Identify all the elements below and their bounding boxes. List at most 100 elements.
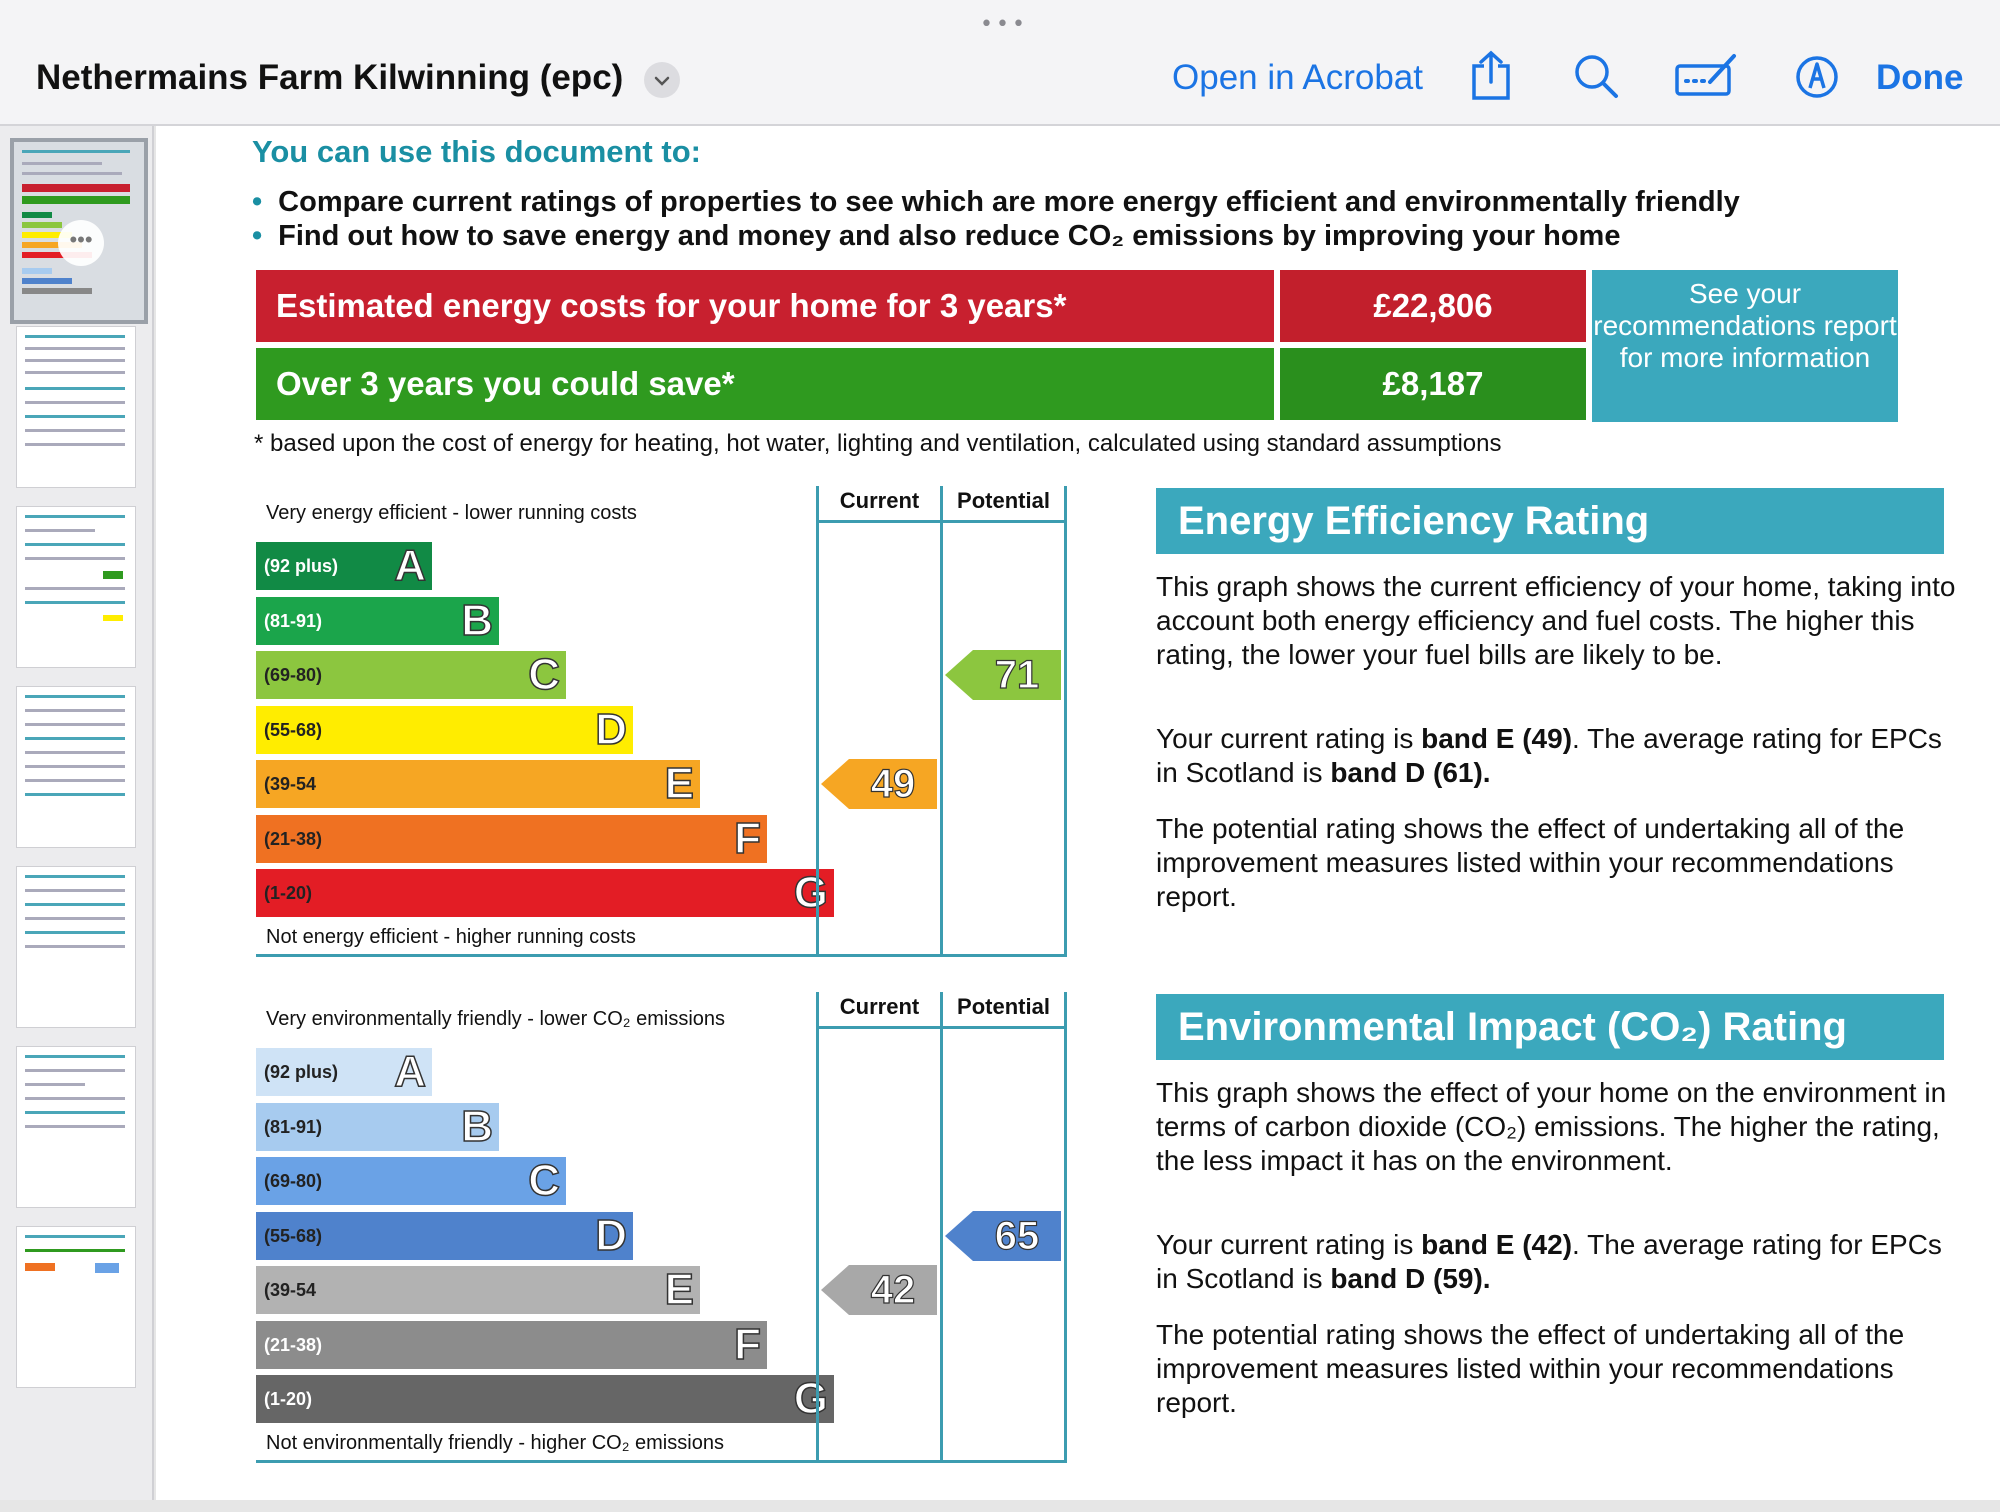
usage-title: You can use this document to: [252, 134, 701, 169]
thumbnail-page-4[interactable] [16, 686, 136, 848]
see-recommendations-box: See your recommendations report for more… [1592, 270, 1898, 422]
environmental-impact-text-2: Your current rating is band E (42). The … [1156, 1229, 1942, 1294]
rating-band-f: (21-38) F [256, 1319, 767, 1370]
band-range-label: (81-91) [264, 610, 323, 631]
done-button[interactable]: Done [1876, 58, 1964, 97]
band-range-label: (69-80) [264, 665, 323, 685]
chevron-down-icon [654, 76, 670, 86]
band-range-label: (39-54 [264, 774, 317, 794]
estimated-costs-label: Estimated energy costs for your home for… [256, 270, 1274, 342]
chart-divider-left [816, 486, 819, 954]
chart-bottom-label: Not energy efficient - higher running co… [266, 925, 636, 948]
chart-divider-middle [940, 992, 943, 1460]
band-range-label: (69-80) [264, 1171, 323, 1191]
rating-value: 42 [870, 1267, 916, 1312]
costs-footnote: * based upon the cost of energy for heat… [254, 430, 1502, 457]
band-range-label: (81-91) [264, 1116, 323, 1137]
energy-efficiency-text-3: The potential rating shows the effect of… [1156, 813, 1905, 912]
rating-value: 71 [994, 652, 1040, 697]
rating-band-d: (55-68) D [256, 704, 633, 755]
thumbnail-page-2[interactable] [16, 326, 136, 488]
rating-band-a: (92 plus) A [256, 1046, 432, 1097]
environmental-impact-heading: Environmental Impact (CO₂) Rating [1156, 994, 1944, 1060]
band-letter: G [793, 1373, 829, 1424]
band-letter: G [793, 867, 829, 918]
chart-divider-right [1064, 486, 1067, 954]
markup-pen-icon [1796, 56, 1838, 98]
title-menu-button[interactable] [644, 62, 680, 98]
estimated-costs-value: £22,806 [1280, 270, 1586, 342]
band-letter: C [527, 1155, 560, 1206]
document-title[interactable]: Nethermains Farm Kilwinning (epc) [36, 58, 624, 97]
band-range-label: (55-68) [264, 719, 323, 740]
band-letter: A [393, 540, 426, 591]
chart-top-label: Very energy efficient - lower running co… [266, 502, 637, 524]
chart-header-rule [816, 520, 1067, 523]
usage-bullet: • Find out how to save energy and money a… [252, 220, 1621, 252]
band-range-label: (92 plus) [264, 1062, 339, 1082]
potential-rating-arrow: 65 [945, 1210, 1061, 1261]
band-letter: F [733, 813, 761, 864]
search-button[interactable] [1572, 50, 1620, 105]
more-options-icon[interactable]: ••• [58, 220, 104, 266]
band-letter: E [664, 1264, 695, 1315]
environmental-impact-text-3: The potential rating shows the effect of… [1156, 1319, 1905, 1418]
chart-divider-left [816, 992, 819, 1460]
thumbnail-page-3[interactable] [16, 506, 136, 668]
rating-value: 49 [870, 761, 916, 806]
band-range-label: (1-20) [264, 1389, 313, 1409]
environmental-impact-text-1: This graph shows the effect of your home… [1156, 1077, 1947, 1176]
rating-value: 65 [994, 1213, 1040, 1258]
band-letter: E [664, 758, 695, 809]
band-letter: A [393, 1046, 426, 1097]
chart-divider-right [1064, 992, 1067, 1460]
rating-band-a: (92 plus) A [256, 540, 432, 591]
energy-efficiency-text-1: This graph shows the current efficiency … [1156, 571, 1956, 670]
chart-top-label: Very environmentally friendly - lower CO… [266, 1008, 726, 1030]
rating-band-b: (81-91) B [256, 595, 499, 646]
current-rating-arrow: 49 [821, 759, 937, 809]
rating-band-c: (69-80) C [256, 649, 566, 700]
column-header-current: Current [839, 994, 920, 1019]
thumbnail-page-1[interactable]: ••• [10, 138, 148, 324]
energy-efficiency-chart: Very energy efficient - lower running co… [256, 486, 1096, 1086]
environmental-impact-chart: Very environmentally friendly - lower CO… [256, 992, 1096, 1512]
band-range-label: (39-54 [264, 1280, 317, 1300]
rating-band-d: (55-68) D [256, 1210, 633, 1260]
band-range-label: (21-38) [264, 1334, 323, 1355]
band-letter: F [733, 1319, 761, 1370]
markup-button[interactable] [1794, 50, 1840, 105]
rating-band-c: (69-80) C [256, 1155, 566, 1206]
potential-rating-arrow: 71 [945, 650, 1061, 700]
chart-divider-middle [940, 486, 943, 954]
search-icon [1575, 55, 1618, 98]
band-letter: C [527, 649, 560, 700]
savings-label: Over 3 years you could save* [256, 348, 1274, 420]
toolbar: ••• Nethermains Farm Kilwinning (epc) Op… [0, 0, 2000, 126]
column-header-current: Current [839, 488, 920, 513]
column-header-potential: Potential [957, 994, 1050, 1019]
open-in-acrobat-button[interactable]: Open in Acrobat [1172, 58, 1423, 97]
page-thumbnails: ••• [0, 126, 154, 1500]
rating-band-b: (81-91) B [256, 1101, 499, 1152]
column-header-potential: Potential [957, 488, 1050, 513]
current-rating-arrow: 42 [821, 1265, 937, 1315]
rating-band-g: (1-20) G [256, 867, 834, 918]
thumbnail-page-5[interactable] [16, 866, 136, 1028]
chart-bottom-rule [256, 1459, 1067, 1463]
thumbnail-page-7[interactable] [16, 1226, 136, 1388]
band-letter: B [460, 1101, 493, 1152]
band-range-label: (21-38) [264, 828, 323, 849]
band-letter: D [594, 704, 627, 755]
document-page: You can use this document to: • Compare c… [156, 126, 2000, 1500]
chart-bottom-label: Not environmentally friendly - higher CO… [266, 1431, 724, 1454]
window-grabber[interactable]: ••• [980, 12, 1028, 37]
share-icon [1472, 50, 1510, 100]
thumbnail-page-6[interactable] [16, 1046, 136, 1208]
band-range-label: (55-68) [264, 1225, 323, 1246]
share-button[interactable] [1468, 50, 1514, 107]
band-range-label: (92 plus) [264, 556, 339, 576]
rating-band-e: (39-54 E [256, 1264, 700, 1315]
form-fill-button[interactable] [1674, 50, 1740, 105]
band-letter: B [460, 595, 493, 646]
